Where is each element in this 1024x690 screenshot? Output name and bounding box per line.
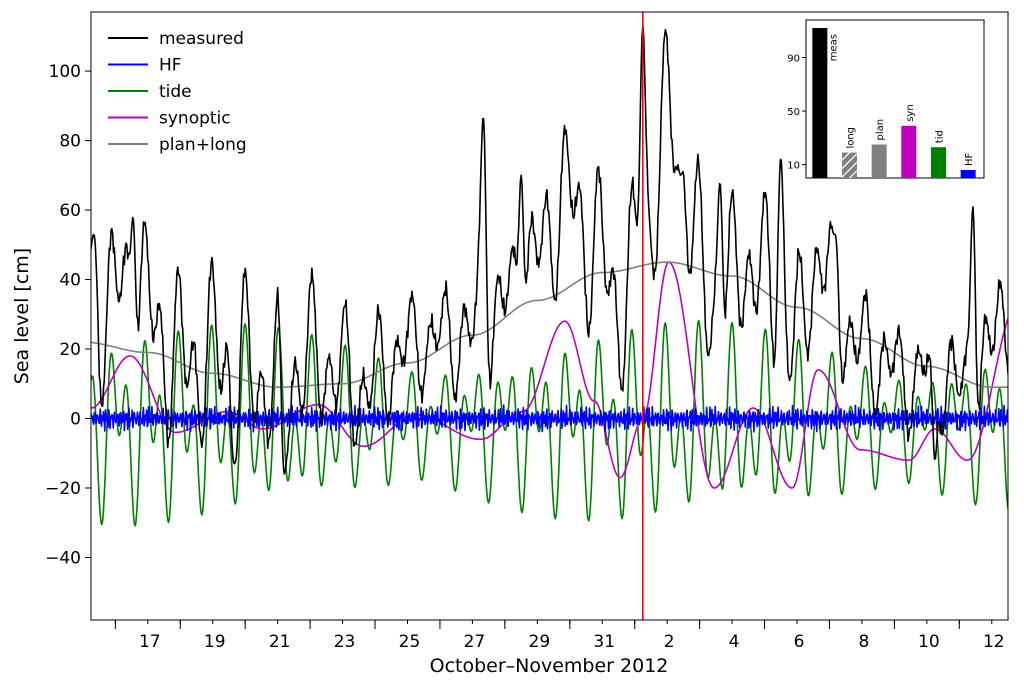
inset-y-tick-label: 90 — [787, 53, 800, 64]
x-tick-label: 17 — [139, 632, 161, 652]
y-axis: −40 −20 0 20 40 60 80 100 — [45, 62, 91, 568]
series-line-HF — [91, 404, 1008, 433]
inset-bar-chart: 10 50 90 meas long plan syn tid HF — [787, 19, 985, 179]
y-tick-label: 60 — [59, 201, 81, 221]
inset-bar-label: long — [846, 127, 857, 149]
inset-bar-label: HF — [964, 152, 975, 166]
inset-bar-plan — [871, 144, 887, 178]
x-tick-label: 8 — [859, 632, 870, 652]
inset-bar-label: tid — [935, 130, 946, 143]
y-tick-label: 100 — [49, 62, 81, 82]
x-tick-label: 27 — [464, 632, 486, 652]
legend-label: measured — [159, 29, 244, 49]
y-tick-label: −20 — [45, 479, 81, 499]
y-tick-label: 40 — [59, 271, 81, 291]
x-tick-label: 29 — [529, 632, 551, 652]
inset-frame — [805, 19, 985, 179]
y-tick-label: −40 — [45, 548, 81, 568]
inset-bar-meas — [812, 28, 828, 178]
series-line-plan-long — [91, 261, 1008, 388]
y-tick-label: 80 — [59, 132, 81, 152]
series-line-measured — [91, 25, 1008, 475]
series-layer — [91, 12, 1008, 620]
inset-y-tick-label: 10 — [787, 161, 800, 172]
inset-bar-HF — [960, 169, 976, 178]
y-axis-label: Sea level [cm] — [11, 248, 33, 384]
x-tick-label: 12 — [983, 632, 1005, 652]
inset-bar-tid — [931, 147, 946, 178]
plot-frame — [90, 11, 1009, 621]
legend: measured HF tide synoptic plan+long — [108, 29, 247, 155]
legend-label: HF — [159, 56, 182, 76]
x-axis-label: October–November 2012 — [430, 655, 669, 677]
inset-bar-syn — [901, 125, 917, 178]
inset-y-tick-label: 50 — [787, 107, 800, 118]
inset-bar-label: syn — [905, 104, 916, 121]
x-tick-label: 19 — [204, 632, 226, 652]
legend-label: plan+long — [159, 135, 247, 155]
y-tick-label: 20 — [59, 340, 81, 360]
inset-bar-long — [842, 152, 857, 178]
y-tick-label: 0 — [70, 409, 81, 429]
x-tick-label: 2 — [664, 632, 675, 652]
series-line-tide — [91, 319, 1008, 527]
legend-label: tide — [159, 82, 192, 102]
x-tick-label: 4 — [729, 632, 740, 652]
legend-label: synoptic — [159, 109, 231, 129]
x-tick-label: 31 — [593, 632, 615, 652]
x-tick-label: 6 — [794, 632, 805, 652]
x-tick-label: 10 — [918, 632, 940, 652]
inset-bar-label: plan — [875, 119, 886, 141]
inset-bar-label: meas — [828, 34, 839, 61]
x-tick-label: 23 — [334, 632, 356, 652]
x-tick-label: 25 — [399, 632, 421, 652]
x-tick-label: 21 — [269, 632, 291, 652]
x-axis: 17 19 21 23 25 27 29 31 2 4 6 8 10 12 — [114, 620, 1005, 652]
